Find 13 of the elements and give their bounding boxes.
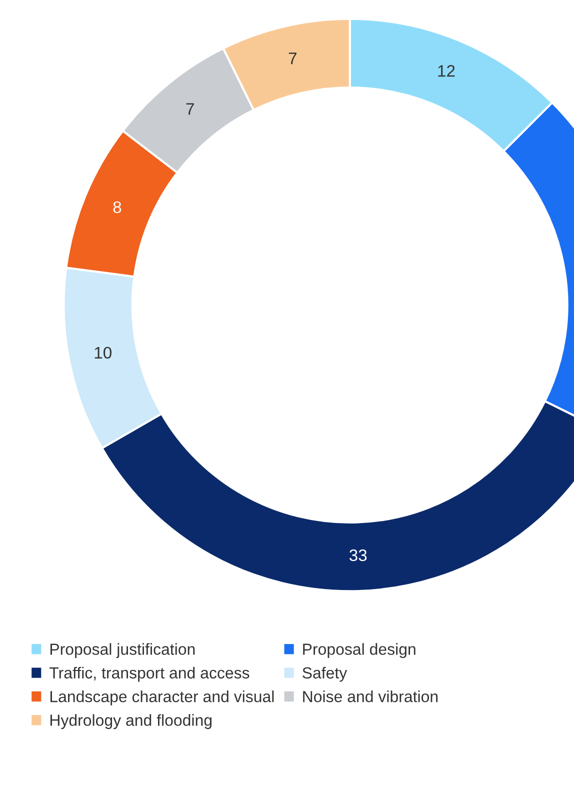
legend-label: Noise and vibration [303, 690, 438, 702]
legend-label: Safety [302, 666, 348, 682]
legend-label: Proposal design [303, 643, 416, 658]
legend-label: Proposal justification [50, 643, 195, 658]
data-label: 10 [94, 346, 112, 359]
legend-label: Landscape character and visual [50, 690, 274, 706]
data-label: 7 [288, 52, 296, 64]
data-label: 7 [186, 103, 194, 115]
legend-label: Hydrology and flooding [50, 714, 212, 730]
data-label: 8 [113, 201, 122, 214]
data-label: 12 [438, 65, 455, 77]
legend-label: Traffic, transport and access [50, 666, 250, 682]
data-label: 33 [349, 549, 367, 562]
